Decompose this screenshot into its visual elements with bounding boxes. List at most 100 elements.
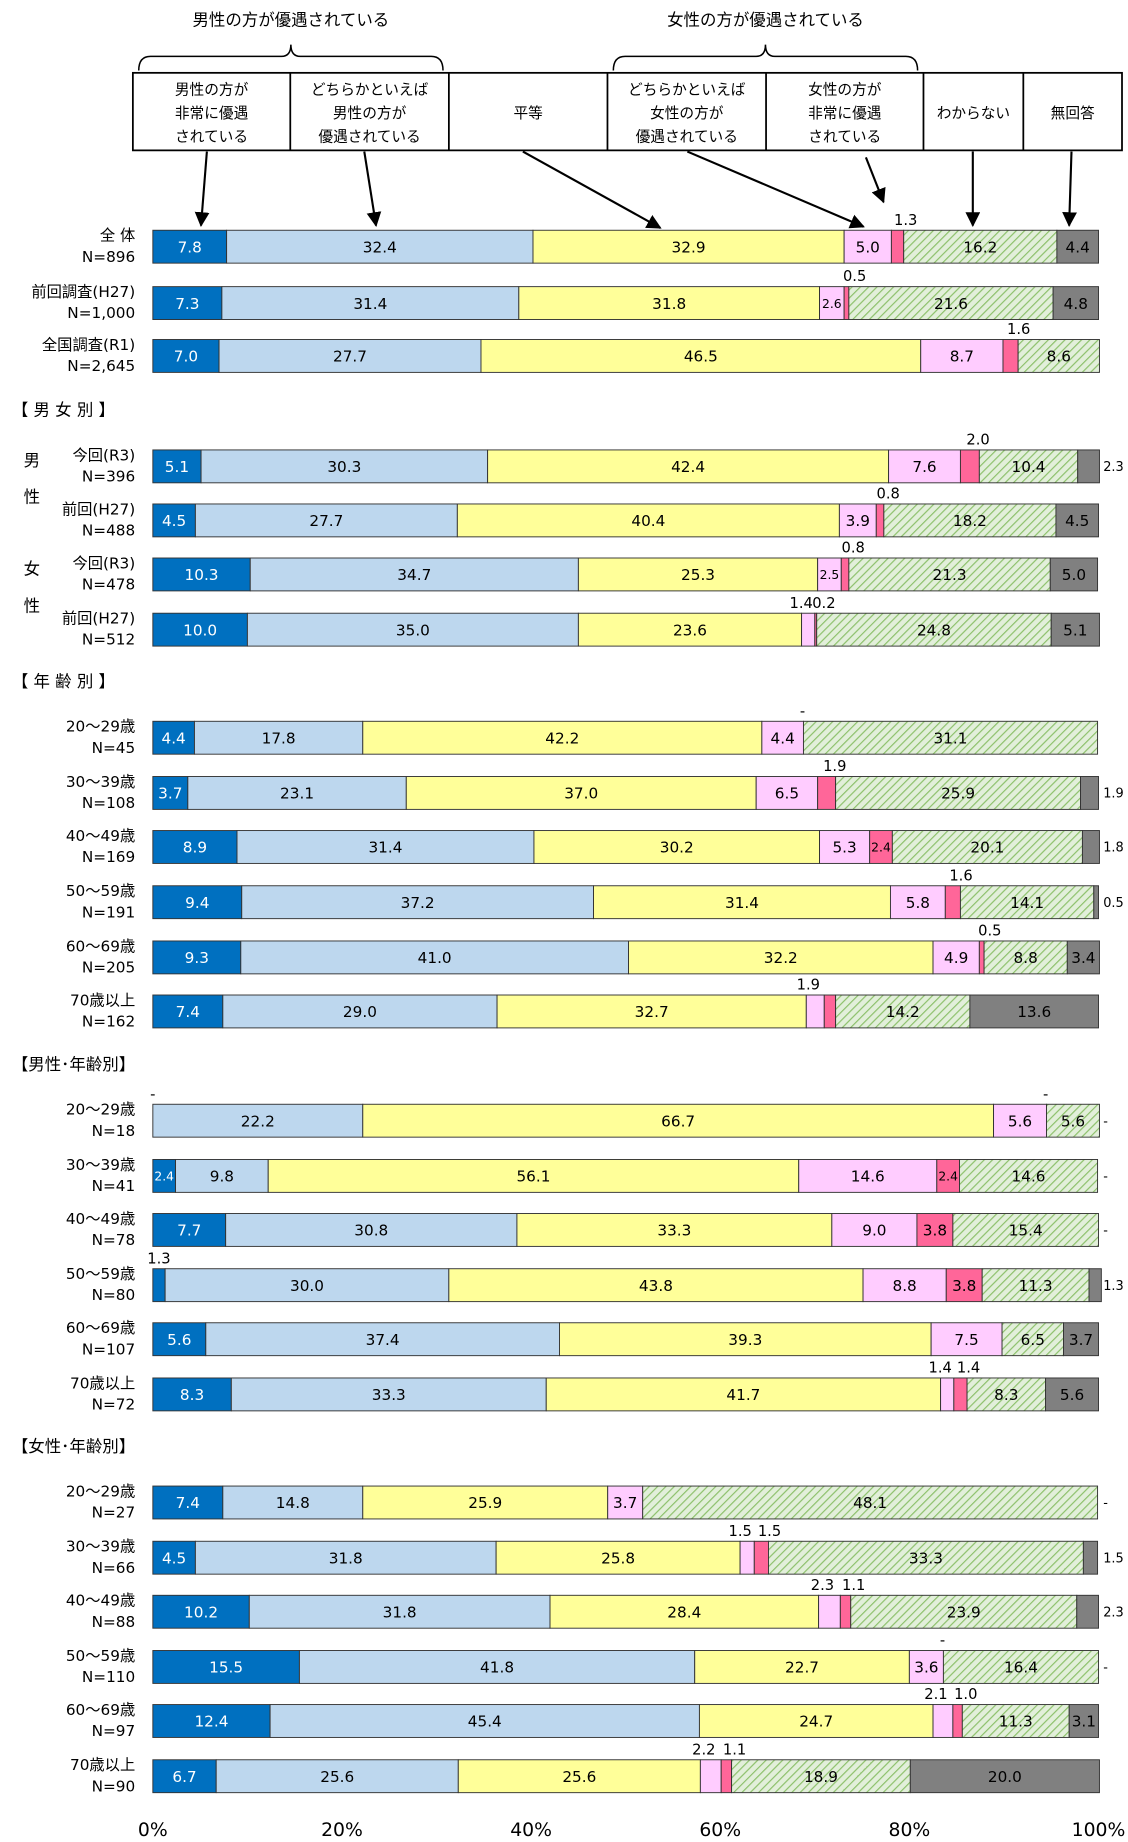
- value-label: 23.6: [673, 621, 707, 639]
- row-n: N=18: [92, 1122, 136, 1140]
- value-label: 37.2: [401, 894, 435, 912]
- bar-segment: [694, 1650, 910, 1684]
- bar-segment: [952, 1704, 963, 1738]
- bar-segment: [883, 503, 1057, 538]
- bracket: [137, 44, 444, 71]
- value-label: 14.2: [886, 1003, 920, 1021]
- bar-segment: [819, 830, 871, 864]
- value-label: 1.5: [1103, 1551, 1124, 1566]
- bar-segment: [944, 885, 961, 920]
- value-label: 28.4: [667, 1603, 701, 1621]
- value-label: 10.0: [183, 621, 217, 639]
- value-label: 9.3: [185, 949, 209, 967]
- value-label: 32.4: [363, 238, 397, 256]
- bar-segment: [932, 1704, 954, 1738]
- bar-segment: [516, 1213, 833, 1247]
- value-label: 48.1: [853, 1494, 887, 1512]
- value-label: 1.6: [949, 867, 972, 884]
- bar-segment: [953, 1377, 968, 1412]
- bar-segment: [152, 1268, 166, 1303]
- bar-segment: [577, 557, 819, 592]
- value-label: 4.4: [162, 729, 186, 747]
- value-label: 8.3: [994, 1386, 1018, 1404]
- value-label: 14.6: [1012, 1168, 1046, 1186]
- value-label: 41.7: [726, 1386, 760, 1404]
- value-label: 0.8: [877, 486, 900, 503]
- group-heading: 【女性･年齢別】: [12, 1437, 135, 1456]
- value-label: 20.1: [970, 839, 1004, 857]
- legend-label: 非常に優遇: [808, 105, 882, 122]
- bar-segment: [577, 612, 803, 647]
- bar-segment: [193, 720, 364, 755]
- value-label: 33.3: [657, 1222, 691, 1240]
- value-label: 3.9: [846, 512, 870, 530]
- value-label: 3.6: [914, 1659, 938, 1677]
- row-n: N=191: [82, 903, 135, 921]
- value-label: 30.0: [290, 1277, 324, 1295]
- group-heading: 【 男 女 別 】: [12, 401, 115, 420]
- bracket-label: 女性の方が優遇されている: [667, 11, 864, 30]
- value-label: 5.0: [856, 238, 880, 256]
- row-n: N=27: [92, 1504, 136, 1522]
- value-label: 39.3: [728, 1331, 762, 1349]
- value-label: 1.9: [1103, 787, 1124, 802]
- value-label: 3.4: [1071, 949, 1095, 967]
- value-label: 2.4: [871, 841, 891, 855]
- bar-segment: [152, 1704, 271, 1738]
- value-label: 25.6: [320, 1768, 354, 1786]
- row-n: N=80: [92, 1286, 136, 1304]
- bar-segment: [549, 1594, 820, 1629]
- row-n: N=1,000: [67, 304, 135, 322]
- bar-segment: [1056, 229, 1099, 264]
- bar-segment: [496, 994, 807, 1029]
- row-label: 20～29歳: [66, 718, 135, 736]
- row-label: 今回(R3): [72, 554, 135, 572]
- value-label: 31.8: [383, 1603, 417, 1621]
- side-label: 男: [24, 451, 40, 470]
- row-n: N=396: [82, 467, 135, 485]
- value-label: 5.3: [832, 839, 856, 857]
- bar-segment: [909, 1759, 1100, 1794]
- value-label: 2.3: [1103, 460, 1124, 475]
- bar-segment: [817, 776, 837, 810]
- value-label: 31.8: [652, 295, 686, 313]
- bar-segment: [1049, 557, 1099, 592]
- value-label: 11.3: [1019, 1277, 1053, 1295]
- value-label: 12.4: [194, 1713, 228, 1731]
- value-label: 24.7: [799, 1713, 833, 1731]
- bar-segment: [875, 503, 885, 538]
- value-label: 23.9: [947, 1603, 981, 1621]
- row-label: 前回(H27): [62, 500, 135, 518]
- row-label: 40～49歳: [66, 827, 135, 845]
- bar-segment: [843, 229, 892, 264]
- value-label: 4.4: [771, 729, 795, 747]
- legend-label: どちらかといえば: [628, 81, 746, 98]
- bar-segment: [983, 940, 1068, 975]
- value-label: 15.4: [1009, 1222, 1043, 1240]
- legend-label: 平等: [513, 104, 543, 122]
- value-label: 1.8: [1103, 841, 1124, 856]
- x-tick-label: 0%: [138, 1820, 168, 1841]
- value-label: 8.9: [183, 839, 207, 857]
- bar-segment: [362, 1103, 995, 1138]
- legend-label: 女性の方が: [650, 104, 724, 122]
- bar-segment: [969, 994, 1099, 1029]
- bar-segment: [753, 1540, 769, 1575]
- bar-segment: [152, 1650, 300, 1684]
- row-label: 50～59歳: [66, 1265, 135, 1283]
- row-label: 30～39歳: [66, 1156, 135, 1174]
- bar-segment: [218, 339, 482, 373]
- value-label: 5.8: [906, 894, 930, 912]
- bar-segment: [480, 339, 922, 373]
- bar-segment: [215, 1759, 459, 1794]
- value-label: 31.4: [725, 894, 759, 912]
- bar-segment: [248, 1594, 551, 1629]
- value-label: 7.7: [177, 1222, 201, 1240]
- value-label: 22.7: [785, 1659, 819, 1677]
- value-label: 7.3: [175, 295, 199, 313]
- value-label: 18.9: [804, 1768, 838, 1786]
- bar-segment: [805, 994, 825, 1029]
- value-label: 42.2: [545, 729, 579, 747]
- value-label: 14.8: [276, 1494, 310, 1512]
- bar-segment: [456, 503, 840, 538]
